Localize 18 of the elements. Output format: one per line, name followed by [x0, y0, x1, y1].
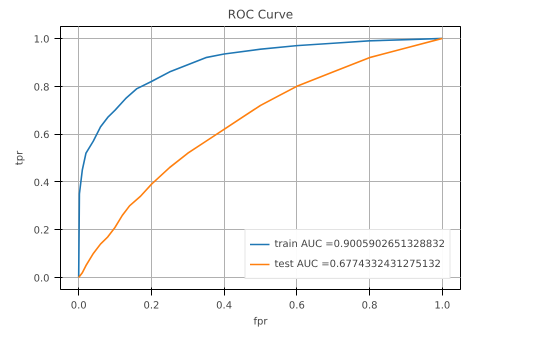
chart-title: ROC Curve [228, 8, 294, 22]
x-tick-label: 1.0 [434, 300, 450, 312]
y-tick-label: 0.2 [34, 226, 50, 237]
y-tick-label: 1.0 [34, 34, 50, 46]
y-tick-label: 0.4 [34, 178, 50, 189]
y-tick-label: 0.0 [34, 274, 50, 285]
y-tick-label: 0.8 [34, 82, 50, 94]
line-series [78, 38, 444, 278]
y-axis-title: tpr [14, 150, 26, 166]
x-tick-label: 0.4 [216, 300, 232, 312]
legend-label: train AUC =0.9005902651328832 [274, 238, 445, 250]
x-tick-label: 0.2 [143, 300, 160, 312]
x-axis-title: fpr [254, 316, 268, 328]
x-tick-label: 0.8 [362, 300, 378, 312]
x-tick-label: 0.0 [70, 300, 87, 312]
x-tick-label: 0.6 [288, 300, 305, 312]
y-tick-label: 0.6 [34, 130, 50, 142]
legend-label: test AUC =0.6774332431275132 [274, 258, 441, 270]
